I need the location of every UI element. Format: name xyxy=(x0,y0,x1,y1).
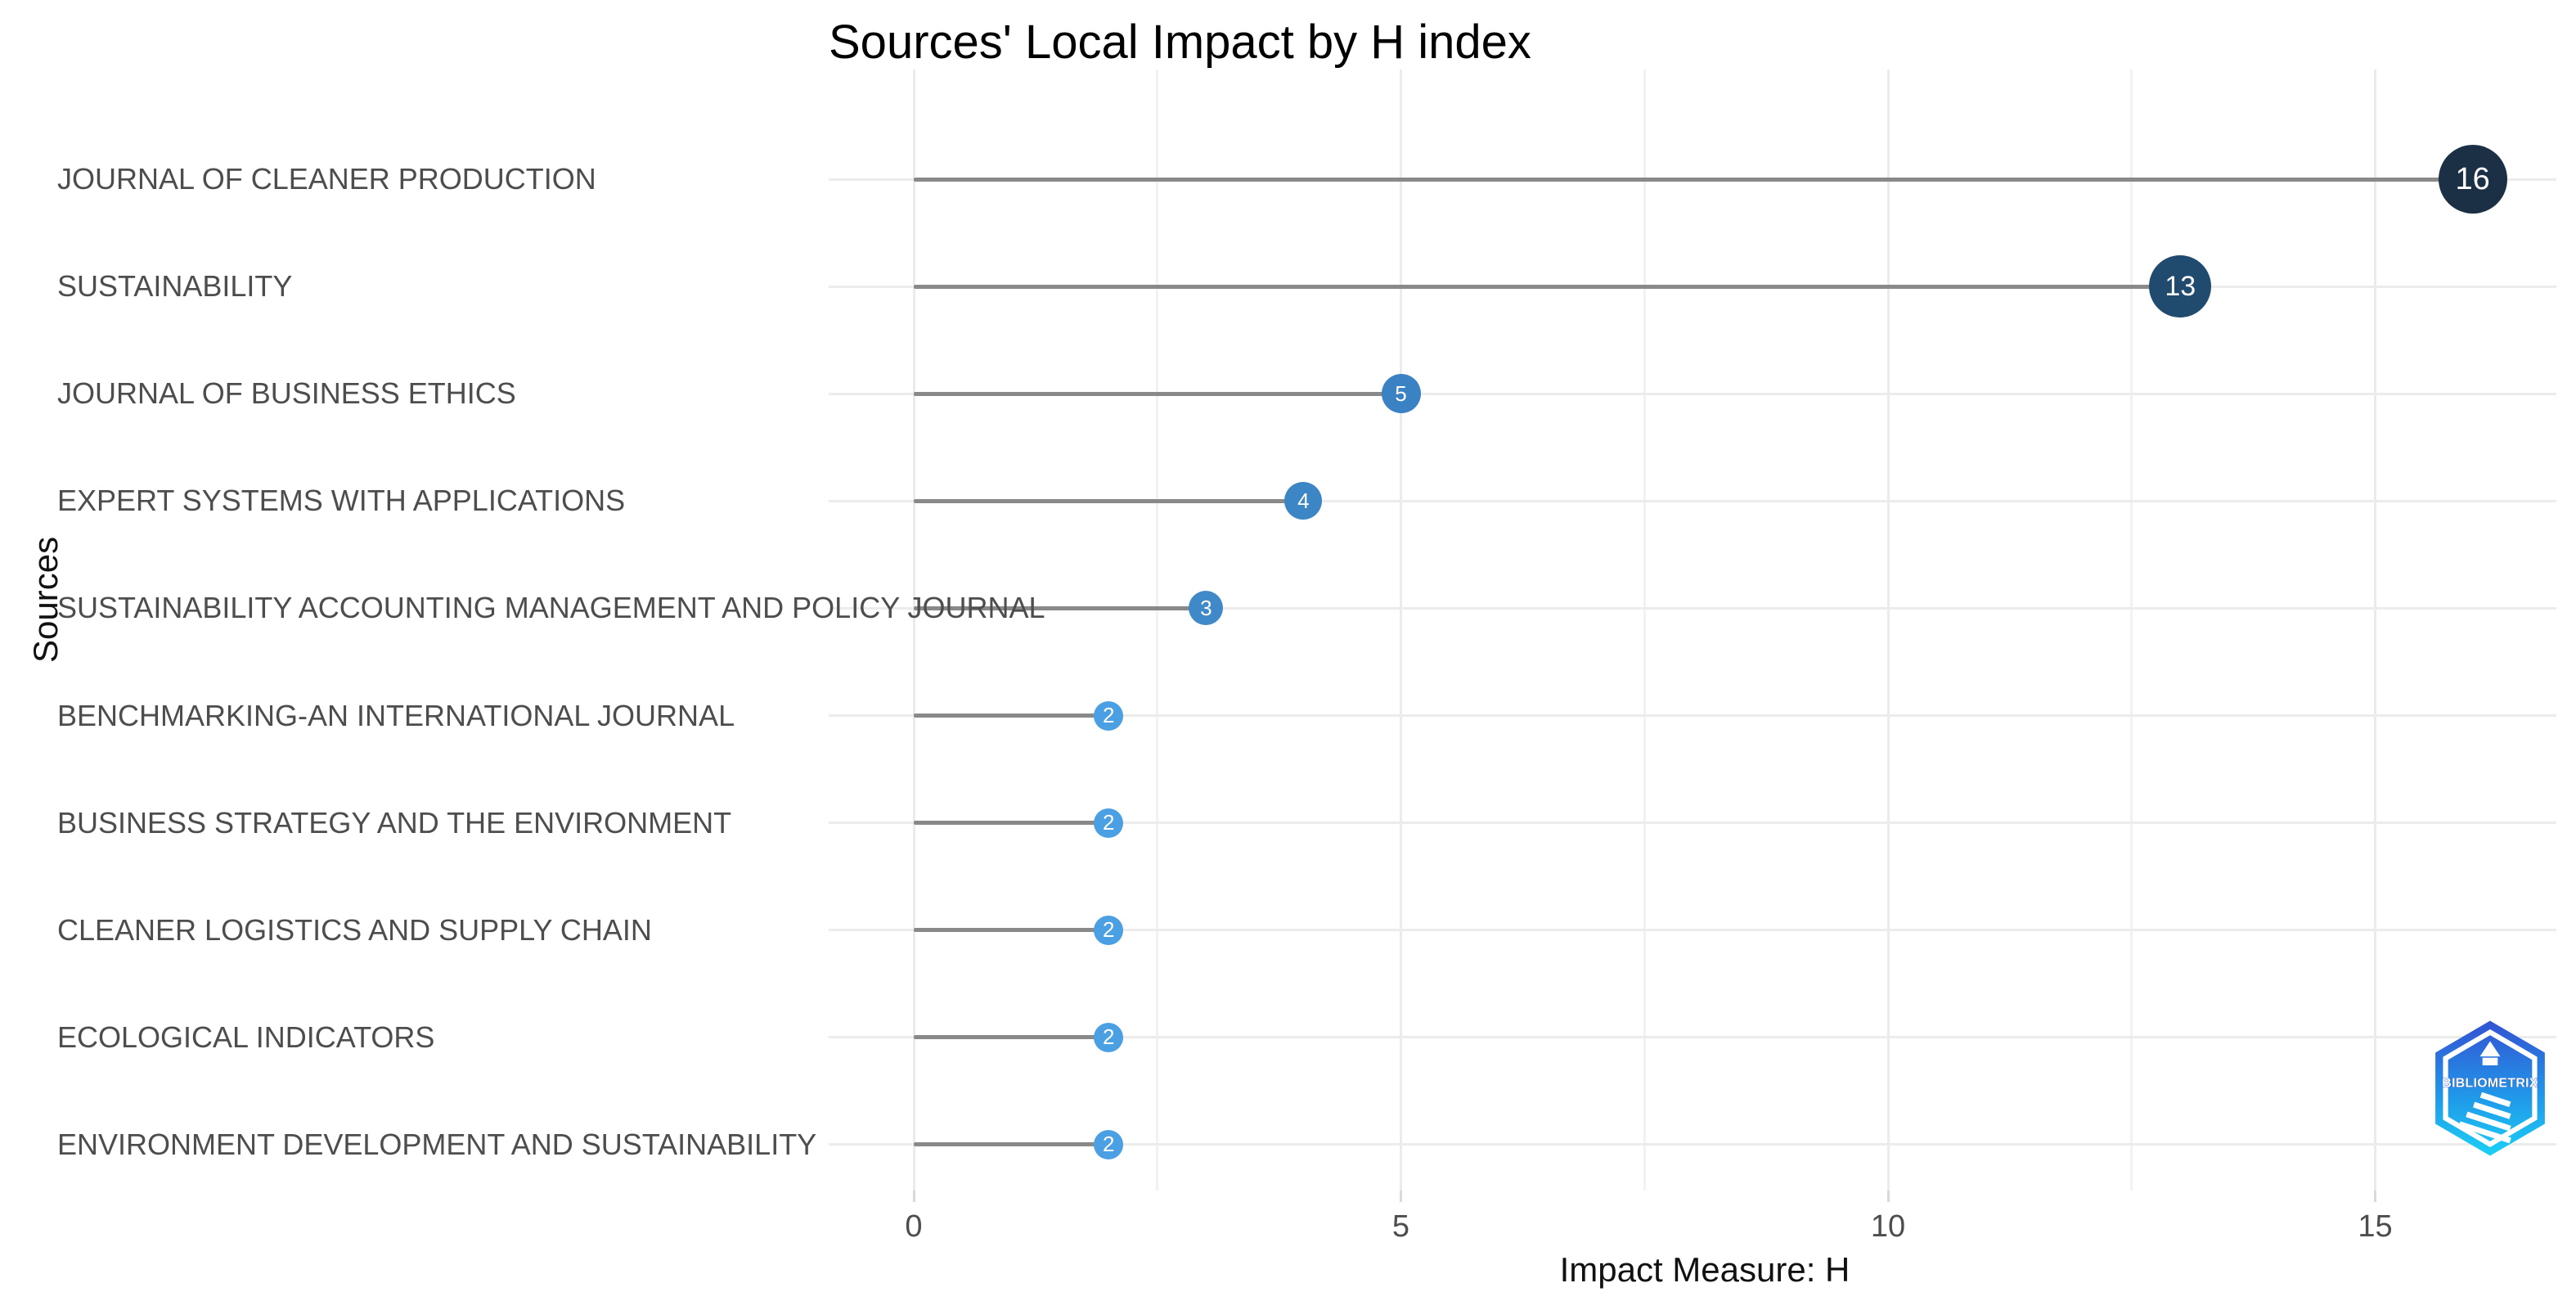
y-axis-label: CLEANER LOGISTICS AND SUPPLY CHAIN xyxy=(57,912,652,947)
gridline-row xyxy=(829,714,2556,717)
gridline-vertical-major xyxy=(1886,70,1890,1191)
gridline-row xyxy=(829,1036,2556,1039)
y-axis-label: SUSTAINABILITY ACCOUNTING MANAGEMENT AND… xyxy=(57,591,1045,625)
gridline-vertical-major xyxy=(1400,70,1402,1191)
lollipop-stem xyxy=(914,714,1109,718)
data-point[interactable]: 13 xyxy=(2149,255,2212,318)
x-axis-tick-mark xyxy=(1886,1191,1890,1202)
lollipop-stem xyxy=(914,821,1109,826)
data-point-value: 2 xyxy=(1102,1024,1115,1050)
gridline-vertical-minor xyxy=(1156,70,1159,1191)
data-point[interactable]: 2 xyxy=(1094,808,1124,838)
y-axis-label: EXPERT SYSTEMS WITH APPLICATIONS xyxy=(57,484,626,518)
y-axis-label: BUSINESS STRATEGY AND THE ENVIRONMENT xyxy=(57,805,732,840)
lollipop-stem xyxy=(914,1035,1109,1040)
gridline-row xyxy=(829,606,2556,610)
gridline-row xyxy=(829,392,2556,395)
y-axis-label: JOURNAL OF CLEANER PRODUCTION xyxy=(57,162,596,196)
gridline-row xyxy=(829,822,2556,825)
y-axis-label: ENVIRONMENT DEVELOPMENT AND SUSTAINABILI… xyxy=(57,1127,817,1161)
x-tick-label: 15 xyxy=(2358,1209,2393,1244)
data-point[interactable]: 5 xyxy=(1381,374,1421,414)
data-point-value: 2 xyxy=(1102,810,1115,835)
gridline-vertical-minor xyxy=(2130,70,2133,1191)
x-axis-tick-mark xyxy=(2374,1191,2376,1202)
data-point-value: 13 xyxy=(2165,270,2196,302)
logo-text: BIBLIOMETRIX xyxy=(2442,1076,2538,1090)
data-point-value: 2 xyxy=(1102,1132,1115,1157)
data-point-value: 3 xyxy=(1200,595,1212,620)
data-point[interactable]: 16 xyxy=(2438,145,2507,214)
data-point-value: 4 xyxy=(1297,488,1310,513)
data-point-value: 5 xyxy=(1395,380,1407,406)
data-point-value: 2 xyxy=(1102,917,1115,943)
gridline-vertical-major xyxy=(2374,70,2376,1191)
data-point[interactable]: 2 xyxy=(1094,1129,1124,1159)
lollipop-stem xyxy=(914,498,1304,503)
gridline-row xyxy=(829,499,2556,502)
data-point[interactable]: 2 xyxy=(1094,700,1124,731)
gridline-vertical-minor xyxy=(1643,70,1646,1191)
x-axis-tick-mark xyxy=(912,1191,915,1202)
lollipop-stem xyxy=(914,1142,1109,1147)
data-point[interactable]: 2 xyxy=(1094,915,1124,945)
data-point[interactable]: 3 xyxy=(1189,591,1224,626)
y-axis-label: BENCHMARKING-AN INTERNATIONAL JOURNAL xyxy=(57,698,735,732)
lollipop-stem xyxy=(914,391,1401,396)
x-axis-tick-mark xyxy=(1400,1191,1402,1202)
gridline-row xyxy=(829,929,2556,932)
chart-title: Sources' Local Impact by H index xyxy=(829,16,1531,69)
data-point[interactable]: 2 xyxy=(1094,1022,1124,1052)
data-point[interactable]: 4 xyxy=(1284,482,1323,520)
y-axis-label: ECOLOGICAL INDICATORS xyxy=(57,1020,435,1054)
data-point-value: 16 xyxy=(2455,161,2490,196)
x-tick-label: 10 xyxy=(1870,1209,1906,1244)
bibliometrix-logo: BIBLIOMETRIX xyxy=(2435,1020,2545,1156)
lollipop-stem xyxy=(914,177,2473,182)
data-point-value: 2 xyxy=(1102,703,1115,727)
gridline-row xyxy=(829,1143,2556,1146)
hexagon-badge: BIBLIOMETRIX xyxy=(2435,1020,2545,1156)
lighthouse-icon xyxy=(2458,1041,2511,1144)
x-tick-label: 0 xyxy=(905,1209,923,1244)
lollipop-stem xyxy=(914,284,2181,289)
x-tick-label: 5 xyxy=(1391,1209,1410,1244)
lollipop-stem xyxy=(914,605,1207,610)
gridline-vertical-major xyxy=(912,70,915,1191)
y-axis-label: SUSTAINABILITY xyxy=(57,269,293,304)
x-axis-title: Impact Measure: H xyxy=(1559,1250,1850,1289)
lollipop-stem xyxy=(914,928,1109,933)
y-axis-label: JOURNAL OF BUSINESS ETHICS xyxy=(57,376,516,411)
